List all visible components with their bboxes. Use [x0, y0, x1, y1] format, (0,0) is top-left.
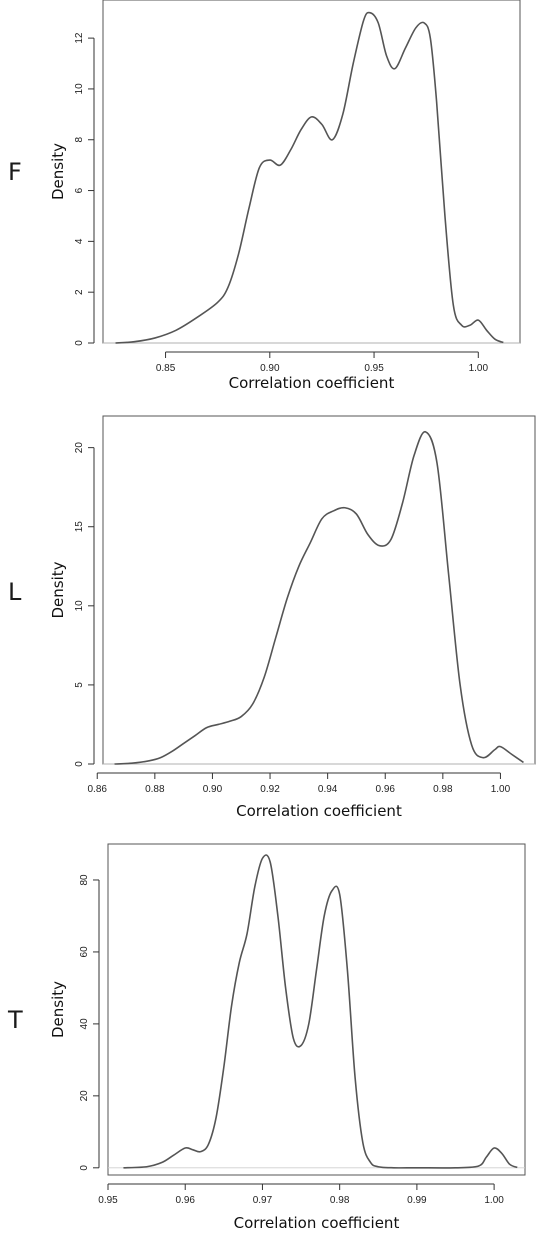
x-tick-label: 0.90	[260, 363, 280, 374]
x-tick-label: 0.95	[98, 1195, 118, 1206]
x-tick-label: 0.92	[260, 784, 280, 795]
y-tick-label: 0	[79, 1165, 90, 1171]
y-tick-label: 4	[74, 238, 85, 244]
x-tick-label: 0.99	[407, 1195, 427, 1206]
chart-panel-l: L 0.86 0.88 0.90 0.92 0.94 0.96 0.98 1.00 0 5 10 15…	[0, 410, 538, 823]
y-tick-label: 40	[79, 1018, 90, 1030]
x-axis-title: Correlation coefficient	[234, 1214, 400, 1232]
x-tick-label: 0.90	[203, 784, 223, 795]
density-curve	[114, 431, 524, 765]
x-axis-title: Correlation coefficient	[229, 374, 395, 392]
x-axis-title: Correlation coefficient	[236, 802, 402, 820]
x-tick-label: 0.97	[253, 1195, 273, 1206]
y-tick-label: 0	[74, 761, 85, 767]
density-plot-t: 0.95 0.96 0.97 0.98 0.99 1.00 0 20 40 60 80 Correla…	[49, 843, 526, 1232]
x-tick-label: 1.00	[491, 784, 511, 795]
density-curve	[115, 11, 504, 344]
y-tick-label: 6	[74, 187, 85, 193]
y-tick-label: 12	[74, 32, 85, 44]
x-tick-label: 1.00	[469, 363, 489, 374]
y-tick-label: 15	[74, 521, 85, 533]
y-tick-label: 20	[79, 1090, 90, 1102]
x-tick-label: 0.85	[156, 363, 176, 374]
density-plot-l: 0.86 0.88 0.90 0.92 0.94 0.96 0.98 1.00 0 5 10 15 20…	[49, 415, 536, 820]
x-tick-label: 0.98	[433, 784, 453, 795]
x-tick-label: 0.96	[175, 1195, 195, 1206]
panel-label-l: L	[8, 578, 22, 606]
y-tick-label: 5	[74, 682, 85, 688]
y-tick-label: 20	[74, 442, 85, 454]
plot-frame	[107, 843, 526, 1176]
y-axis-title: Density	[49, 981, 67, 1038]
chart-panel-t: T 0.95 0.96 0.97 0.98 0.99 1.00 0 20 40 60 80 Corre…	[0, 823, 538, 1239]
x-tick-label: 1.00	[484, 1195, 504, 1206]
x-tick-label: 0.94	[318, 784, 338, 795]
y-axis-title: Density	[49, 561, 67, 618]
x-tick-label: 0.88	[145, 784, 165, 795]
x-tick-label: 0.86	[88, 784, 108, 795]
density-plot-f: 0.85 0.90 0.95 1.00 0 2 4 6 8 10 12 Correlation coe…	[49, 0, 521, 392]
plot-frame	[102, 0, 521, 344]
x-tick-label: 0.98	[330, 1195, 350, 1206]
panel-label-t: T	[8, 1006, 23, 1034]
y-tick-label: 0	[74, 340, 85, 346]
x-tick-label: 0.96	[376, 784, 396, 795]
y-tick-label: 80	[79, 874, 90, 886]
y-tick-label: 10	[74, 600, 85, 612]
panel-label-f: F	[8, 158, 22, 186]
plot-frame	[102, 415, 536, 765]
x-tick-label: 0.95	[364, 363, 384, 374]
y-axis-title: Density	[49, 143, 67, 200]
y-tick-label: 8	[74, 137, 85, 143]
y-tick-label: 60	[79, 946, 90, 958]
chart-panel-f: F 0.85 0.90 0.95 1.00 0 2 4 6 8 10 12 Correlation c…	[0, 0, 538, 410]
y-tick-label: 10	[74, 83, 85, 95]
y-tick-label: 2	[74, 289, 85, 295]
density-curve	[123, 854, 518, 1169]
